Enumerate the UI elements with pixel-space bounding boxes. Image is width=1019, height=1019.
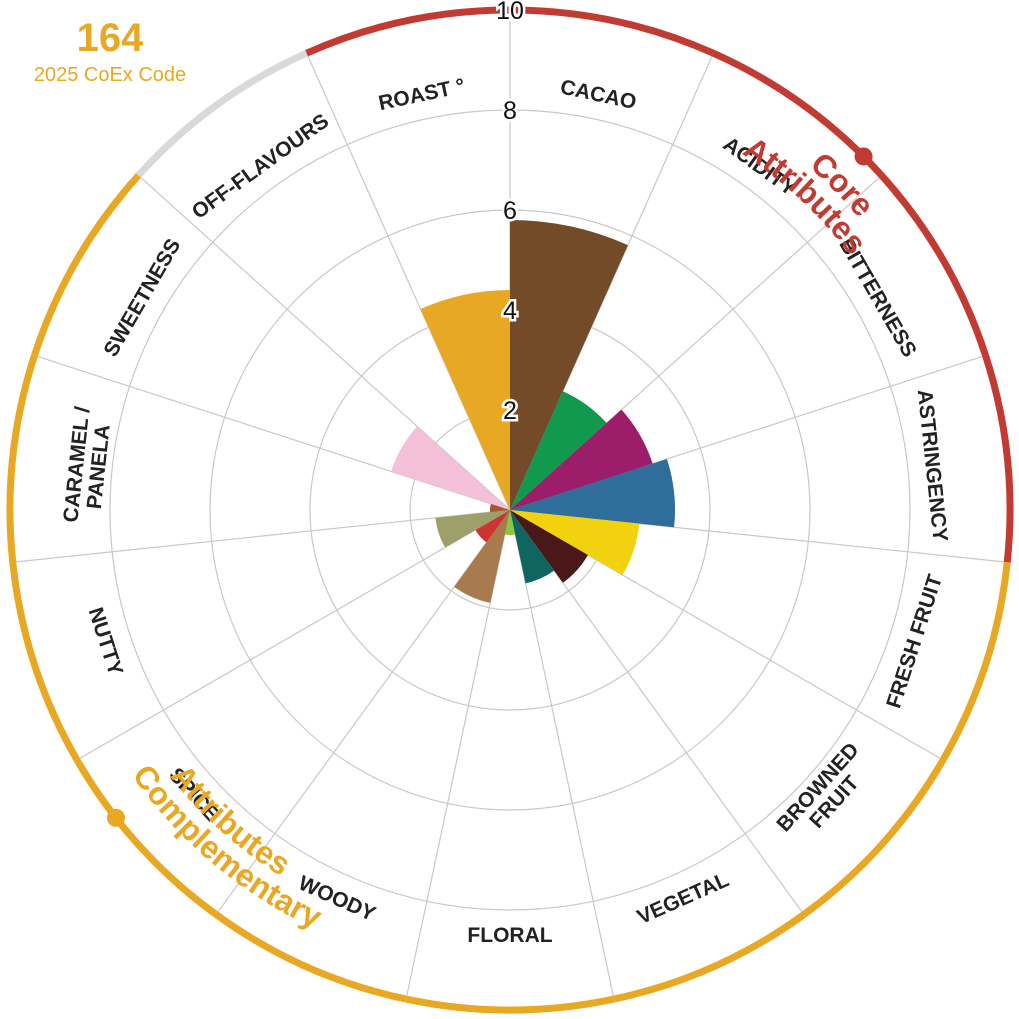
tick-label: 10 [496,0,524,25]
bar-fresh-fruit [510,510,640,575]
ring-segment [305,6,511,57]
complementary-marker-dot [106,808,125,827]
ring-segment [135,50,309,178]
grid-spoke [306,52,511,511]
tick-label: 2 [503,397,517,425]
tick-label: 6 [503,197,517,225]
bar-spice [475,510,510,543]
bar-browned-fruit [510,510,588,583]
grid-spoke [34,354,511,511]
ring-segment [9,561,81,762]
ring-segment [939,561,1011,762]
bar-roast [420,290,510,510]
ring-segment [73,758,219,918]
grid-spoke [509,509,805,915]
ring-segment [31,173,142,357]
category-label: VEGETAL [634,868,733,929]
grid-spoke [509,509,615,1000]
bar-floral [504,510,516,535]
grid-spoke [76,509,511,761]
category-label: FLORAL [467,924,552,947]
category-label: CACAO [558,76,638,115]
tick-labels: 2 4 6 8 10 [494,0,527,428]
tick-label: 4 [503,297,517,325]
grid-spoke [12,509,511,563]
bar-acidity [510,391,607,510]
bar-woody [454,510,510,603]
bar-astringency [510,459,676,528]
core-marker-dot [854,147,873,166]
grid-spoke [509,174,882,511]
category-label: ROAST ° [376,74,467,115]
bar-nutty [435,510,510,548]
category-label: FRESH FRUIT [882,572,947,711]
grid-spoke [215,509,511,915]
category-label: NUTTY [84,605,128,679]
code-label: 2025 CoEx Code [33,64,187,86]
ring-segment [6,354,38,563]
bar-cacao [510,220,628,510]
ring-segment [878,173,989,357]
ring-segment [613,911,806,1003]
category-label: CARAMEL /PANELA [59,405,116,526]
group-label: Complementary [126,758,328,935]
category-label: SWEETNESS [99,235,185,361]
bars-layer [391,220,676,603]
grid-spoke [509,52,714,511]
bar-sweetness [391,426,510,510]
ring-segment [982,354,1014,563]
tick-label: 8 [503,97,517,125]
outer-ring [6,6,1014,1014]
grid-spoke [138,174,511,511]
category-label: ASTRINGENCY [913,388,952,542]
ring-segment [405,995,615,1014]
category-label: OFF-FLAVOURS [188,109,333,223]
ring-segment [509,6,715,57]
ring-segment [214,911,407,1003]
ring-segment [801,758,947,918]
code-number: 164 [76,16,144,60]
bar-vegetal [510,510,555,584]
bar-caramel-panela [490,503,510,513]
bar-bitterness [510,409,653,510]
